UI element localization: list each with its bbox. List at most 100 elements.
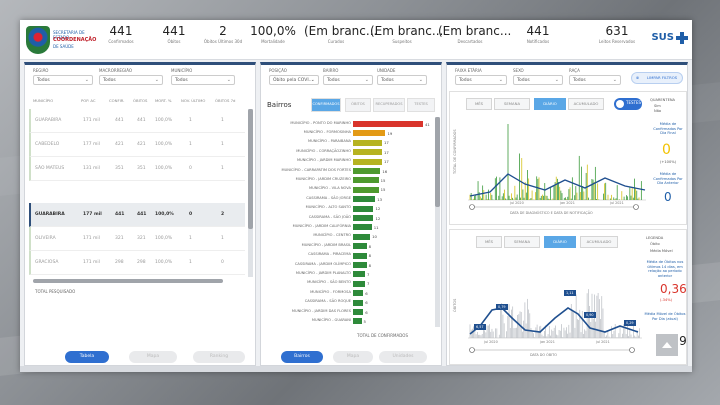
bar[interactable] (353, 149, 383, 156)
macrorregiao-select[interactable]: Todos ⌄ (99, 75, 163, 85)
bar[interactable] (353, 186, 379, 193)
bar-value-label: 8 (368, 262, 372, 268)
bairros-button[interactable]: Bairros (281, 351, 323, 363)
raca-select[interactable]: Todos ⌄ (569, 75, 621, 85)
seg-diario[interactable]: DIÁRIO (534, 98, 566, 110)
bar[interactable] (353, 215, 374, 221)
bar[interactable] (353, 262, 367, 268)
chevron-down-icon: ⌄ (418, 77, 423, 83)
posicao-select[interactable]: Óbito pela COVI... ⌄ (269, 75, 319, 85)
bar[interactable] (353, 271, 365, 278)
bar[interactable] (353, 233, 371, 240)
bairro-select[interactable]: Todos ⌄ (323, 75, 373, 85)
chevron-down-icon: ⌄ (498, 77, 503, 83)
testes-toggle[interactable]: TESTES (614, 98, 642, 110)
table-footnote: TOTAL PESQUISADO (35, 289, 76, 294)
bar[interactable] (353, 318, 362, 325)
tab-obitos[interactable]: ÓBITOS (345, 98, 371, 112)
bar-value-label: 17 (384, 149, 389, 155)
municipio-select[interactable]: Todos ⌄ (171, 75, 235, 85)
cell-pop: 171 mil (83, 236, 100, 241)
toggle-label: TESTES (626, 100, 642, 105)
bar-label: CASSIRAMA - JARDIM OLÍMPICO (294, 261, 351, 266)
col-obitos-7d[interactable]: ÓBITOS 7d (215, 98, 236, 103)
mapa-button[interactable]: Mapa (129, 351, 177, 363)
dashboard-frame: SECRETARIA DE ESTADO COORDENAÇÃO DE SAÚD… (20, 20, 692, 372)
ranking-button[interactable]: Ranking (193, 351, 245, 363)
bar[interactable] (353, 121, 423, 127)
table-row[interactable]: SÃO MATEUS 131 mil 351 351 100,0% 0 1 (29, 157, 245, 181)
confirmados-line-chart[interactable]: TOTAL DE CONFIRMADOS jul 2020 jan 2021 jul … (450, 114, 648, 218)
bars-scrollbar[interactable] (435, 117, 440, 327)
seg-acumulado[interactable]: ACUMULADO (568, 98, 604, 110)
bar-label: MUNICÍPIO - JARDIM CRUZEIRO (295, 176, 351, 181)
seg-semana[interactable]: SEMANA (504, 236, 540, 248)
mapa-button[interactable]: Mapa (333, 351, 373, 363)
cell-obitos-7d: 2 (221, 212, 225, 217)
seg-mes[interactable]: MÊS (476, 236, 502, 248)
bar[interactable] (353, 309, 364, 315)
tab-recuperados[interactable]: RECUPERADOS (373, 98, 405, 112)
bar[interactable] (353, 280, 365, 287)
logo-line-2: COORDENAÇÃO (53, 37, 97, 43)
x-tick-label: jul 2021 (595, 340, 610, 344)
cell-obitos: 421 (137, 142, 146, 147)
obitos-line-chart[interactable]: ÓBITOS 6,57 0,79 1,11 0,90 0,29 jul 2020 jan 20… (450, 252, 644, 358)
bar[interactable] (353, 205, 374, 212)
scroll-thumb[interactable] (435, 117, 440, 207)
x-tick-label: jul 2020 (483, 340, 498, 344)
bar[interactable] (353, 158, 383, 165)
unidade-select[interactable]: Todos ⌄ (377, 75, 427, 85)
regiao-select[interactable]: Todos ⌄ (33, 75, 93, 85)
seg-acumulado[interactable]: ACUMULADO (580, 236, 618, 248)
tabela-button[interactable]: Tabela (65, 351, 109, 363)
scroll-up-button[interactable] (656, 334, 678, 356)
bar-label: CASSIRAMA - SÃO JOÃO (308, 214, 351, 219)
legend-title: QUARENTENA (650, 98, 675, 102)
bar[interactable] (353, 196, 376, 203)
bar[interactable] (353, 290, 364, 297)
table-hscroll[interactable] (33, 279, 223, 283)
tab-confirmados[interactable]: CONFIRMADOS (311, 98, 341, 112)
table-row[interactable]: OLIVEIRA 171 mil 321 321 100,0% 1 1 (29, 227, 245, 251)
kpi-obitos: 441 Óbitos (152, 24, 196, 44)
filter-label-raca: RAÇA (569, 68, 580, 73)
col-mortalidade[interactable]: MORT. % (155, 98, 172, 103)
col-municipio[interactable]: MUNICÍPIO (33, 98, 54, 103)
col-novos[interactable]: NOV. ÚLTIMO (181, 98, 206, 103)
kpi-value: 2 (219, 24, 227, 38)
col-pop[interactable]: POP. AC (81, 98, 96, 103)
bar[interactable] (353, 177, 379, 184)
limpar-filtros-button[interactable]: ⊗ LIMPAR FILTROS (631, 72, 683, 84)
bar[interactable] (353, 139, 383, 146)
tab-testes[interactable]: TESTES (407, 98, 435, 112)
cell-obitos-7d: 1 (221, 236, 224, 241)
seg-semana[interactable]: SEMANA (494, 98, 530, 110)
scroll-thumb[interactable] (248, 109, 253, 229)
sus-logo: SUS (651, 32, 674, 43)
cell-obitos-7d: 1 (221, 166, 224, 171)
kpi-value: (Em branc... (304, 24, 378, 38)
table-row[interactable]: GRACIOSA 171 mil 298 298 100,0% 1 0 (29, 251, 245, 275)
bar[interactable] (353, 224, 372, 231)
cell-mortalidade: 100,0% (155, 118, 173, 123)
table-row[interactable]: CABEDELO 177 mil 421 421 100,0% 1 1 (29, 133, 245, 157)
bar-value-label: 17 (384, 159, 389, 165)
bar-value-label: 8 (368, 243, 372, 249)
seg-diario[interactable]: DIÁRIO (544, 236, 576, 248)
table-scrollbar[interactable] (248, 109, 253, 277)
table-row[interactable]: GUARABIRA 171 mil 441 441 100,0% 1 1 (29, 109, 245, 133)
col-confirmados[interactable]: CONFIR. (109, 98, 125, 103)
seg-mes[interactable]: MÊS (466, 98, 492, 110)
unidades-button[interactable]: Unidades (379, 351, 427, 363)
bar[interactable] (353, 299, 364, 306)
sexo-select[interactable]: Todos ⌄ (513, 75, 563, 85)
bar[interactable] (353, 168, 381, 174)
col-obitos[interactable]: ÓBITOS (133, 98, 148, 103)
faixa-etaria-select[interactable]: Todos ⌄ (455, 75, 507, 85)
bar[interactable] (353, 252, 367, 259)
bar[interactable] (353, 243, 367, 250)
table-row-selected[interactable]: GUARABIRA 177 mil 441 441 100,0% 0 2 (29, 203, 245, 227)
bar-value-label: 5 (363, 318, 366, 324)
bar[interactable] (353, 130, 386, 137)
